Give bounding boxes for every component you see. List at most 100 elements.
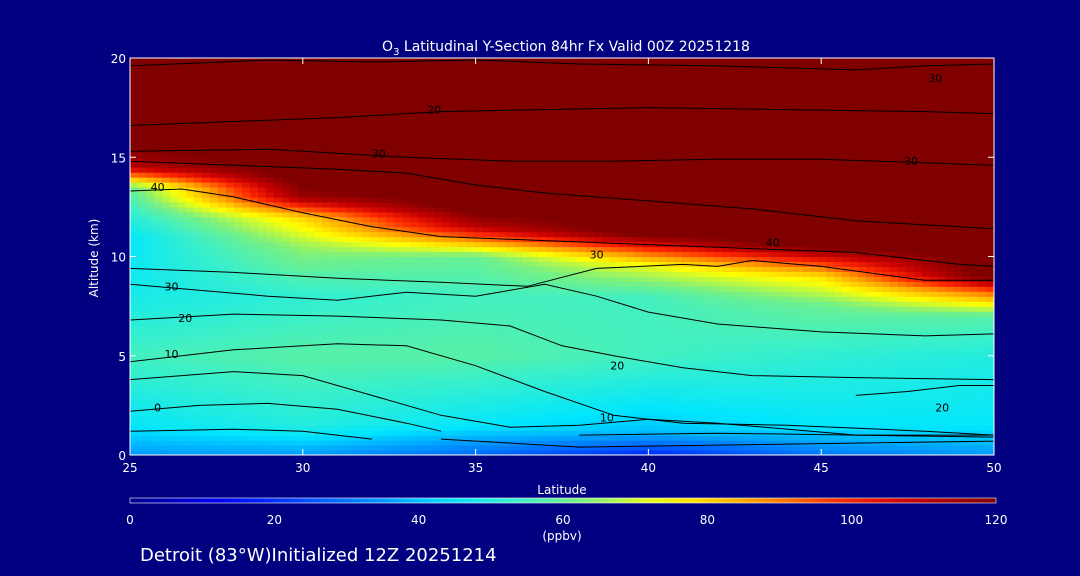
- heatmap-cell: [602, 360, 611, 367]
- heatmap-cell: [202, 375, 211, 382]
- heatmap-cell: [530, 321, 539, 327]
- heatmap-cell: [330, 385, 339, 392]
- heatmap-cell: [442, 147, 451, 153]
- heatmap-cell: [218, 365, 227, 372]
- heatmap-cell: [546, 291, 555, 297]
- heatmap-cell: [450, 177, 459, 183]
- heatmap-cell: [322, 201, 331, 208]
- heatmap-cell: [578, 177, 587, 183]
- heatmap-cell: [154, 390, 163, 397]
- heatmap-cell: [514, 375, 523, 382]
- heatmap-cell: [178, 167, 187, 173]
- heatmap-cell: [218, 127, 227, 134]
- heatmap-cell: [450, 256, 459, 263]
- heatmap-cell: [514, 221, 523, 228]
- heatmap-cell: [258, 241, 267, 248]
- heatmap-cell: [418, 400, 427, 406]
- heatmap-cell: [378, 82, 387, 89]
- heatmap-cell: [370, 147, 379, 153]
- heatmap-cell: [178, 157, 187, 163]
- heatmap-cell: [538, 87, 547, 94]
- heatmap-cell: [370, 177, 379, 183]
- heatmap-cell: [338, 345, 347, 352]
- heatmap-cell: [402, 390, 411, 397]
- heatmap-cell: [130, 117, 139, 124]
- heatmap-cell: [586, 87, 595, 94]
- heatmap-cell: [546, 87, 555, 94]
- heatmap-cell: [330, 450, 339, 455]
- heatmap-cell: [194, 221, 203, 228]
- heatmap-cell: [338, 286, 347, 292]
- heatmap-cell: [378, 430, 387, 436]
- heatmap-cell: [578, 395, 587, 402]
- heatmap-cell: [234, 316, 243, 322]
- heatmap-cell: [482, 142, 491, 148]
- heatmap-cell: [234, 206, 243, 213]
- heatmap-cell: [378, 127, 387, 134]
- heatmap-cell: [370, 127, 379, 134]
- heatmap-cell: [290, 440, 299, 446]
- heatmap-cell: [522, 172, 531, 178]
- heatmap-cell: [210, 385, 219, 392]
- heatmap-cell: [594, 400, 603, 406]
- heatmap-cell: [458, 221, 467, 228]
- heatmap-cell: [170, 430, 179, 436]
- heatmap-cell: [210, 72, 219, 79]
- heatmap-cell: [578, 276, 587, 282]
- heatmap-cell: [402, 206, 411, 213]
- heatmap-cell: [378, 291, 387, 297]
- heatmap-cell: [290, 296, 299, 302]
- heatmap-cell: [194, 132, 203, 138]
- heatmap-cell: [378, 58, 387, 64]
- heatmap-cell: [514, 405, 523, 411]
- heatmap-cell: [274, 410, 283, 416]
- heatmap-cell: [450, 430, 459, 436]
- heatmap-cell: [170, 182, 179, 188]
- heatmap-cell: [290, 380, 299, 387]
- heatmap-cell: [322, 191, 331, 198]
- heatmap-cell: [242, 112, 251, 119]
- heatmap-cell: [170, 87, 179, 94]
- heatmap-cell: [226, 395, 235, 402]
- heatmap-cell: [458, 440, 467, 446]
- heatmap-cell: [602, 142, 611, 148]
- heatmap-cell: [298, 325, 307, 332]
- heatmap-cell: [578, 400, 587, 406]
- heatmap-cell: [506, 291, 515, 297]
- heatmap-cell: [186, 216, 195, 223]
- heatmap-cell: [530, 435, 539, 441]
- heatmap-cell: [410, 271, 419, 277]
- heatmap-cell: [202, 271, 211, 277]
- heatmap-cell: [418, 435, 427, 441]
- heatmap-cell: [610, 201, 619, 208]
- heatmap-cell: [226, 62, 235, 69]
- heatmap-cell: [434, 162, 443, 168]
- heatmap-cell: [458, 330, 467, 337]
- heatmap-cell: [538, 102, 547, 109]
- heatmap-cell: [554, 415, 563, 421]
- heatmap-cell: [210, 117, 219, 124]
- heatmap-cell: [346, 58, 355, 64]
- heatmap-cell: [610, 266, 619, 272]
- heatmap-cell: [386, 182, 395, 188]
- heatmap-cell: [202, 132, 211, 138]
- heatmap-cell: [242, 226, 251, 233]
- heatmap-cell: [546, 276, 555, 282]
- heatmap-cell: [450, 187, 459, 193]
- heatmap-cell: [378, 330, 387, 337]
- heatmap-cell: [362, 350, 371, 357]
- heatmap-cell: [538, 82, 547, 89]
- heatmap-cell: [450, 276, 459, 282]
- heatmap-cell: [602, 162, 611, 168]
- heatmap-cell: [146, 281, 155, 287]
- heatmap-cell: [482, 127, 491, 134]
- heatmap-cell: [442, 221, 451, 228]
- heatmap-cell: [482, 306, 491, 312]
- heatmap-cell: [370, 440, 379, 446]
- heatmap-cell: [218, 102, 227, 109]
- heatmap-cell: [602, 450, 611, 455]
- heatmap-cell: [338, 142, 347, 148]
- heatmap-cell: [210, 266, 219, 272]
- heatmap-cell: [162, 286, 171, 292]
- heatmap-cell: [626, 405, 635, 411]
